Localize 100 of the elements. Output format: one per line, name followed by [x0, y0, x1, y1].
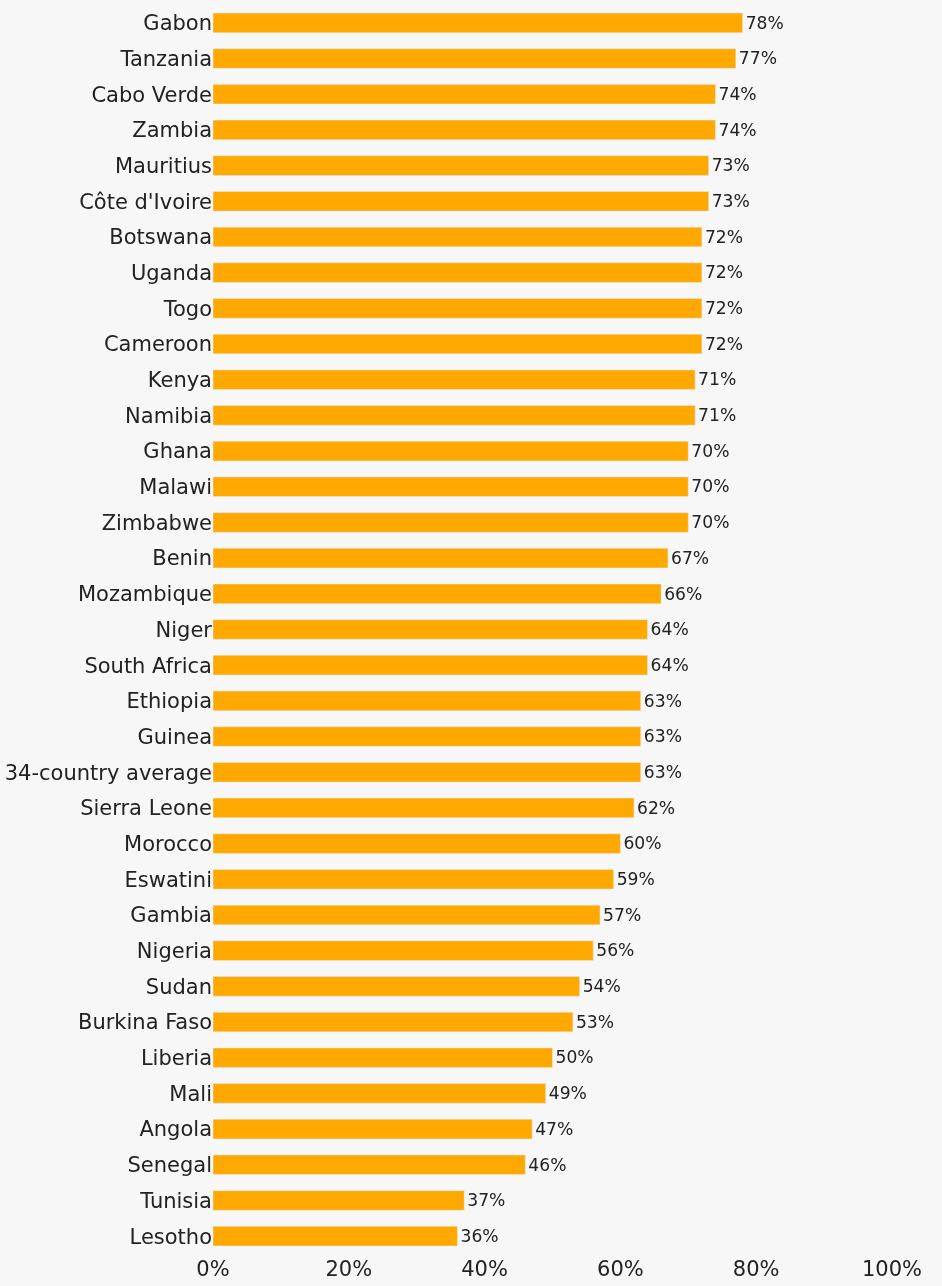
bar [213, 1119, 533, 1140]
bar [213, 1083, 546, 1104]
bar [213, 226, 703, 248]
y-tick-label: Burkina Faso [77, 1010, 212, 1035]
bar [213, 797, 635, 818]
data-label: 60% [623, 833, 662, 854]
y-tick-label: Ghana [143, 439, 212, 464]
y-tick-label: 34-country average [4, 760, 212, 785]
data-label: 37% [467, 1190, 506, 1211]
data-label: 64% [650, 619, 689, 640]
bar [213, 512, 689, 533]
bar [213, 441, 689, 462]
y-tick-label: Morocco [124, 831, 212, 856]
bar [213, 369, 696, 390]
y-tick-label: Eswatini [124, 867, 212, 892]
data-label: 56% [596, 940, 635, 961]
y-tick-label: Mauritius [114, 153, 212, 178]
data-label: 72% [704, 226, 744, 247]
y-tick-label: Mozambique [77, 582, 212, 607]
data-label: 63% [643, 761, 682, 782]
bar [213, 833, 621, 854]
y-tick-label: Liberia [140, 1046, 212, 1071]
data-label: 67% [670, 547, 710, 568]
data-label: 49% [548, 1083, 587, 1104]
data-label: 72% [704, 333, 744, 354]
y-tick-label: Gabon [143, 11, 212, 36]
bar [213, 1190, 465, 1211]
bar [213, 940, 594, 961]
bar [213, 191, 709, 212]
data-label: 71% [698, 405, 737, 426]
data-label: 63% [643, 726, 682, 747]
y-tick-label: Cabo Verde [91, 82, 212, 107]
y-tick-label: Uganda [130, 260, 212, 285]
y-tick-label: Sudan [145, 974, 212, 999]
bar [213, 655, 648, 676]
data-label: 74% [718, 83, 757, 104]
bar [213, 48, 737, 69]
data-label: 74% [718, 119, 757, 140]
data-label: 54% [582, 976, 621, 997]
data-label: 53% [575, 1011, 615, 1032]
y-tick-label: Mali [169, 1081, 212, 1106]
bar [213, 690, 642, 711]
data-label: 64% [650, 654, 689, 675]
bar [213, 1226, 458, 1247]
bar [213, 119, 716, 140]
data-label: 72% [704, 298, 744, 319]
data-label: 72% [704, 262, 744, 283]
bar [213, 904, 601, 926]
y-tick-label: Togo [162, 296, 212, 321]
bar [213, 1154, 526, 1175]
y-tick-label: Ethiopia [126, 689, 212, 714]
data-label: 59% [616, 869, 655, 890]
x-tick-label: 0% [196, 1257, 230, 1281]
bar [213, 12, 743, 33]
bar [213, 1011, 574, 1033]
y-tick-label: Guinea [137, 724, 212, 749]
y-tick-label: Cameroon [103, 332, 212, 357]
x-tick-label: 20% [325, 1257, 373, 1281]
x-tick-label: 60% [597, 1257, 644, 1281]
bar [213, 262, 703, 283]
data-label: 70% [691, 512, 730, 533]
data-label: 46% [528, 1154, 567, 1175]
bar [213, 298, 703, 319]
y-tick-label: Zambia [132, 118, 212, 143]
bar [213, 619, 648, 640]
x-tick-label: 80% [732, 1257, 780, 1281]
data-label: 63% [643, 690, 682, 711]
data-label: 47% [535, 1118, 574, 1139]
y-tick-label: Gambia [130, 903, 212, 928]
bar [213, 1047, 553, 1068]
data-label: 70% [691, 476, 730, 497]
bar [213, 548, 669, 569]
data-label: 36% [460, 1225, 499, 1246]
y-tick-label: Tanzania [119, 46, 212, 71]
data-label: 57% [603, 904, 642, 925]
bar [213, 476, 689, 497]
y-tick-label: Tunisia [139, 1188, 212, 1213]
y-tick-label: Angola [139, 1117, 212, 1142]
x-tick-label: 100% [861, 1257, 923, 1281]
bar [213, 333, 703, 355]
bar [213, 84, 716, 105]
y-tick-label: Namibia [125, 403, 212, 428]
bar [213, 583, 662, 604]
bar [213, 976, 580, 997]
y-tick-label: Botswana [109, 225, 212, 250]
y-tick-label: Niger [155, 617, 213, 642]
y-tick-label: South Africa [84, 653, 212, 678]
data-label: 70% [691, 440, 730, 461]
y-tick-label: Malawi [139, 475, 212, 500]
data-label: 50% [555, 1047, 594, 1068]
data-label: 73% [711, 155, 750, 176]
data-label: 78% [745, 12, 784, 33]
data-label: 66% [664, 583, 703, 604]
data-label: 77% [738, 48, 777, 69]
y-tick-label: Kenya [147, 368, 212, 393]
x-tick-label: 40% [461, 1257, 508, 1281]
bar [213, 762, 642, 783]
y-tick-label: Nigeria [136, 939, 212, 964]
bar [213, 869, 614, 890]
y-tick-label: Sierra Leone [80, 796, 212, 821]
